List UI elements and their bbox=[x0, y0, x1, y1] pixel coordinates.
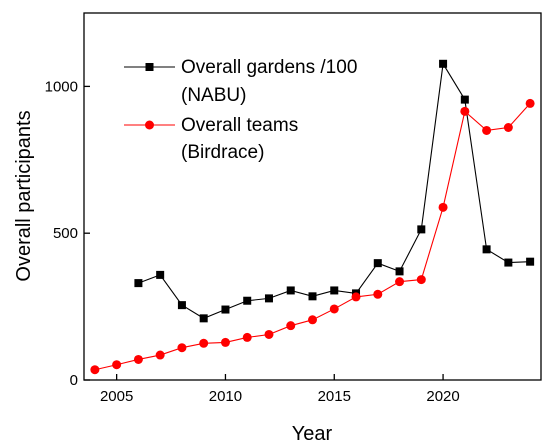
data-point bbox=[220, 337, 230, 347]
data-point bbox=[134, 279, 143, 288]
data-point bbox=[329, 304, 339, 314]
legend: Overall gardens /100 (NABU) Overall teams (… bbox=[124, 57, 357, 163]
data-point bbox=[395, 267, 404, 276]
x-tick-label: 2010 bbox=[209, 388, 242, 405]
data-point bbox=[460, 106, 470, 116]
legend-label: Overall teams bbox=[181, 115, 298, 136]
data-point bbox=[90, 365, 100, 375]
data-point bbox=[373, 289, 383, 299]
x-axis-title: Year bbox=[292, 423, 333, 445]
data-point bbox=[460, 95, 469, 104]
data-point bbox=[417, 225, 426, 234]
legend-label: (NABU) bbox=[181, 85, 246, 106]
data-point bbox=[482, 245, 491, 254]
series-layer bbox=[90, 59, 535, 375]
data-point bbox=[286, 321, 296, 331]
y-axis-title: Overall participants bbox=[13, 110, 35, 281]
y-tick-label: 0 bbox=[70, 372, 78, 389]
x-tick-label: 2020 bbox=[426, 388, 459, 405]
y-tick-label: 1000 bbox=[45, 78, 78, 95]
data-point bbox=[199, 314, 208, 323]
data-point bbox=[177, 301, 186, 310]
data-point bbox=[351, 292, 361, 302]
data-point bbox=[438, 202, 448, 212]
data-point bbox=[482, 125, 492, 135]
data-point bbox=[177, 343, 187, 353]
data-point bbox=[133, 354, 143, 364]
data-point bbox=[264, 329, 274, 339]
legend-entry-1: Overall gardens /100 (NABU) bbox=[124, 57, 357, 106]
data-point bbox=[504, 258, 513, 267]
y-tick-label: 500 bbox=[53, 225, 78, 242]
data-point bbox=[416, 275, 426, 285]
legend-marker bbox=[145, 120, 154, 130]
data-point bbox=[373, 259, 382, 268]
data-point bbox=[330, 286, 339, 295]
x-tick-label: 2005 bbox=[100, 388, 133, 405]
data-point bbox=[112, 360, 122, 370]
data-point bbox=[395, 277, 405, 287]
data-point bbox=[156, 270, 165, 279]
legend-marker bbox=[145, 63, 154, 71]
data-point bbox=[439, 59, 448, 68]
data-point bbox=[525, 98, 535, 108]
data-point bbox=[308, 315, 317, 325]
data-point bbox=[242, 332, 252, 342]
legend-label: Overall gardens /100 bbox=[181, 57, 357, 78]
axis-ticks: 2005 2010 2015 2020 0 500 1000 bbox=[45, 78, 460, 405]
data-point bbox=[155, 350, 165, 360]
data-point bbox=[243, 296, 252, 305]
data-point bbox=[526, 257, 535, 266]
x-tick-label: 2015 bbox=[318, 388, 351, 405]
data-point bbox=[286, 286, 295, 295]
legend-label: (Birdrace) bbox=[181, 142, 264, 163]
series-2 bbox=[90, 98, 535, 375]
data-point bbox=[199, 338, 209, 348]
data-point bbox=[308, 292, 317, 301]
data-point bbox=[221, 305, 230, 314]
data-point bbox=[264, 294, 273, 303]
series-line bbox=[94, 103, 531, 371]
data-point bbox=[503, 123, 513, 133]
legend-entry-2: Overall teams (Birdrace) bbox=[124, 115, 298, 163]
plot-frame bbox=[83, 12, 542, 381]
